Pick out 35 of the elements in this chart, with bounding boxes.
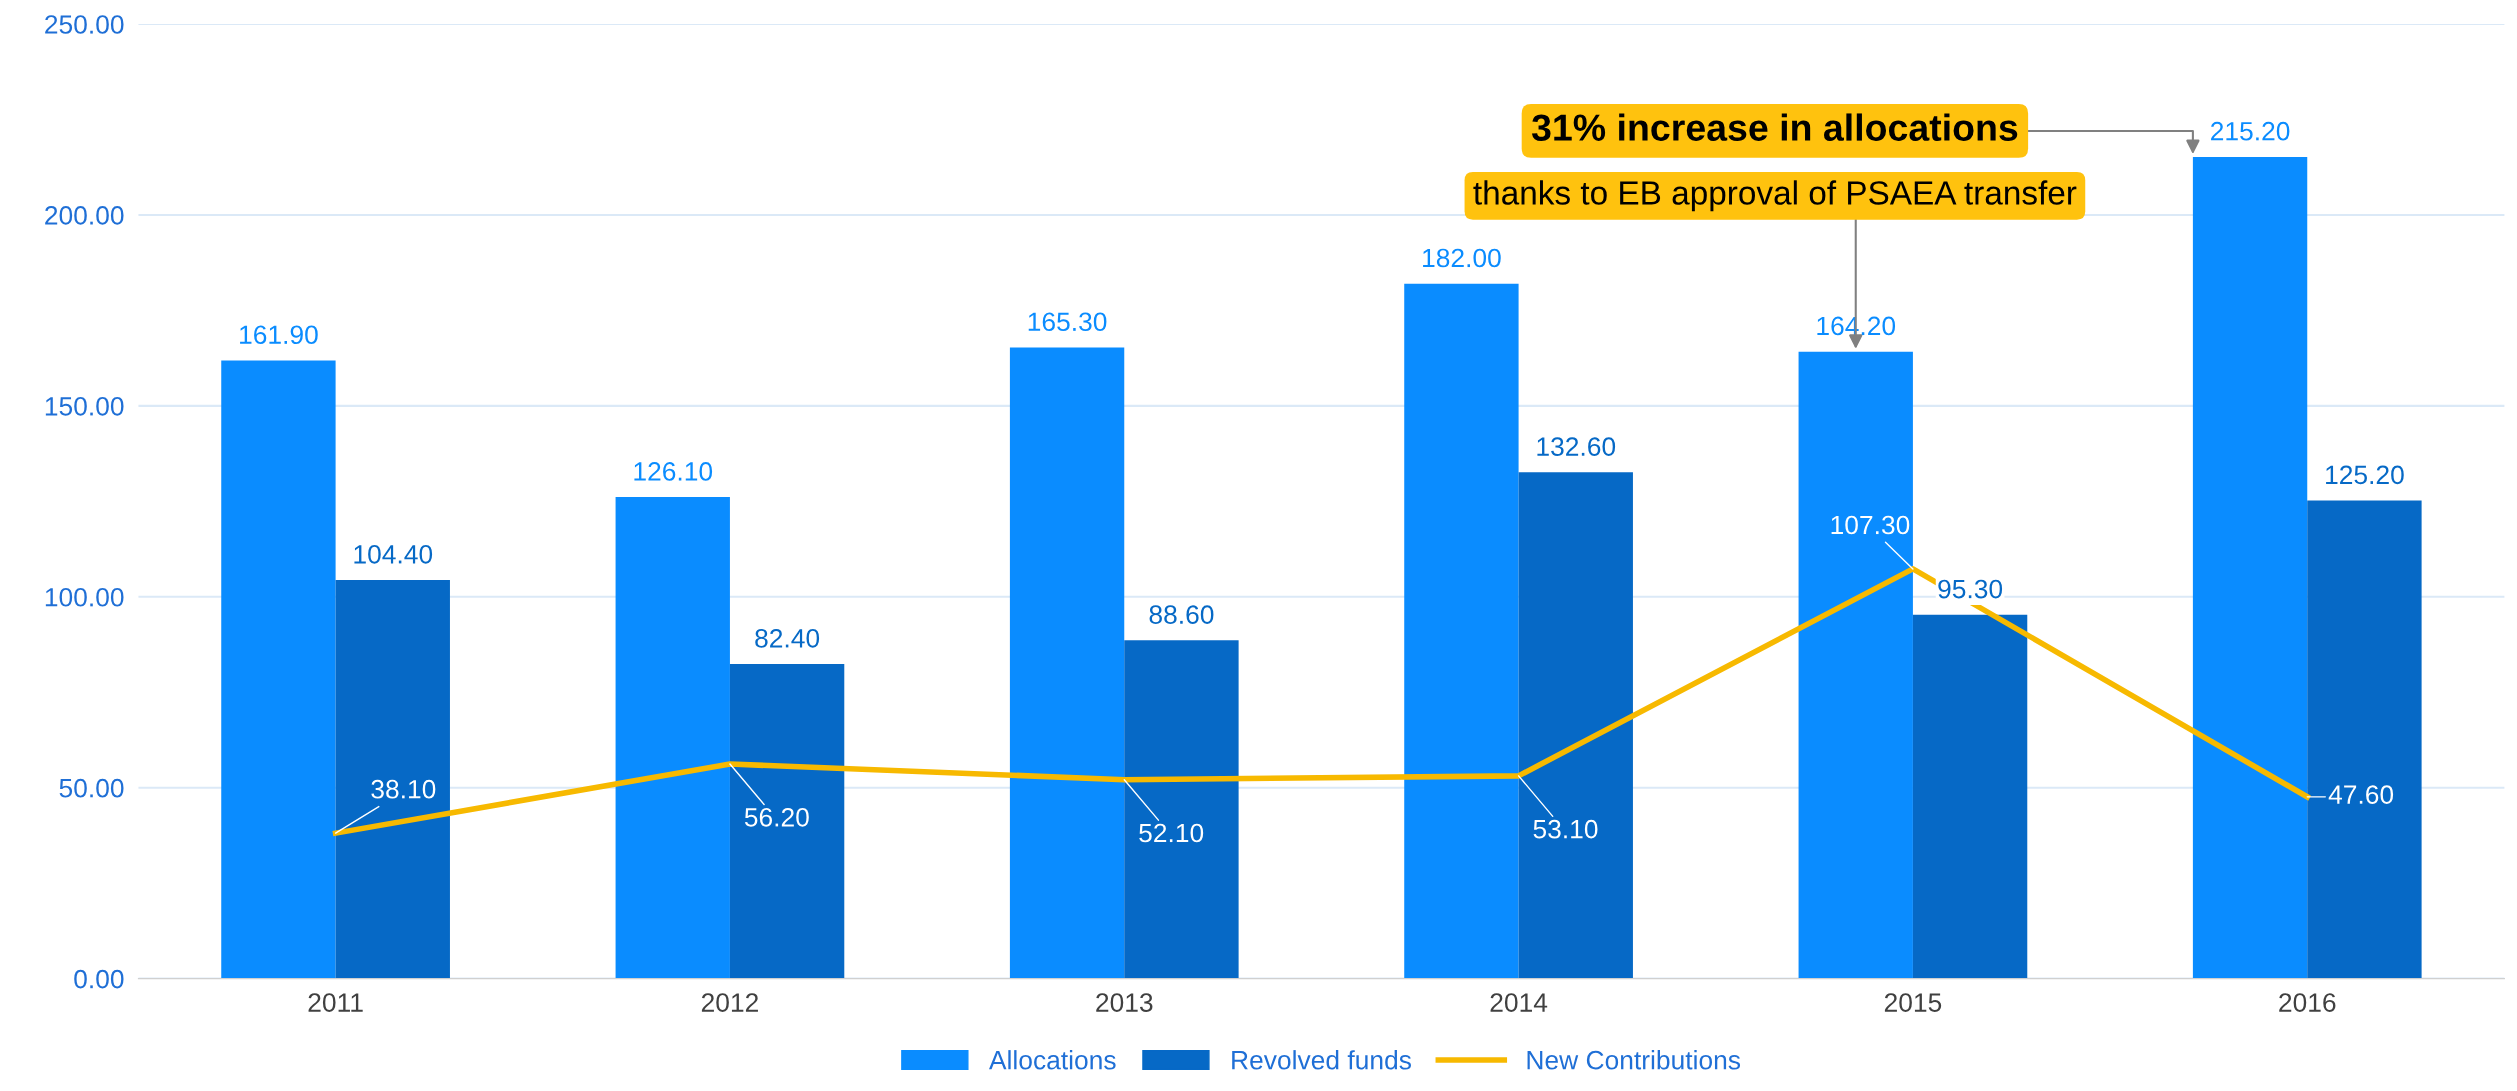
x-tick-label: 2011 (308, 993, 363, 1012)
data-label: 164.20 (1817, 316, 1896, 336)
x-tick-label: 2016 (2279, 993, 2336, 1012)
data-label: 82.40 (755, 628, 820, 648)
data-label: 95.30 (1938, 579, 2003, 599)
data-label: 56.20 (744, 807, 809, 827)
data-label: 215.20 (2211, 121, 2290, 141)
data-label: 104.40 (354, 544, 433, 564)
legend-label: Allocations (989, 1050, 1116, 1070)
y-tick-label: 0.00 (74, 969, 124, 989)
data-label: 132.60 (1537, 437, 1616, 456)
data-label: 52.10 (1139, 823, 1204, 843)
data-label: 53.10 (1533, 819, 1598, 839)
data-label: 182.00 (1423, 248, 1501, 268)
annotation: thanks to EB approval of PSAEA transfer (1473, 180, 2077, 212)
y-tick-label: 150.00 (45, 396, 124, 416)
legend-label: New Contributions (1527, 1050, 1741, 1070)
x-tick-label: 2015 (1884, 993, 1942, 1012)
y-tick-label: 50.00 (59, 778, 124, 798)
y-tick-label: 250.00 (45, 15, 124, 34)
data-label: 107.30 (1831, 515, 1910, 535)
y-tick-label: 200.00 (45, 206, 124, 225)
data-label: 161.90 (240, 325, 318, 345)
data-label: 165.30 (1028, 312, 1107, 332)
data-label: 126.10 (634, 462, 713, 481)
legend-label: Revolved funds (1232, 1050, 1411, 1070)
y-tick-label: 100.00 (45, 587, 124, 607)
x-tick-label: 2012 (701, 993, 758, 1012)
data-label: 88.60 (1149, 605, 1214, 624)
x-tick-label: 2013 (1096, 993, 1153, 1012)
data-label: 38.10 (371, 779, 436, 799)
x-tick-label: 2014 (1490, 993, 1548, 1012)
data-label: 125.20 (2326, 465, 2404, 485)
data-label: 47.60 (2328, 785, 2394, 804)
annotation: 31% increase in allocations (1531, 113, 2018, 142)
